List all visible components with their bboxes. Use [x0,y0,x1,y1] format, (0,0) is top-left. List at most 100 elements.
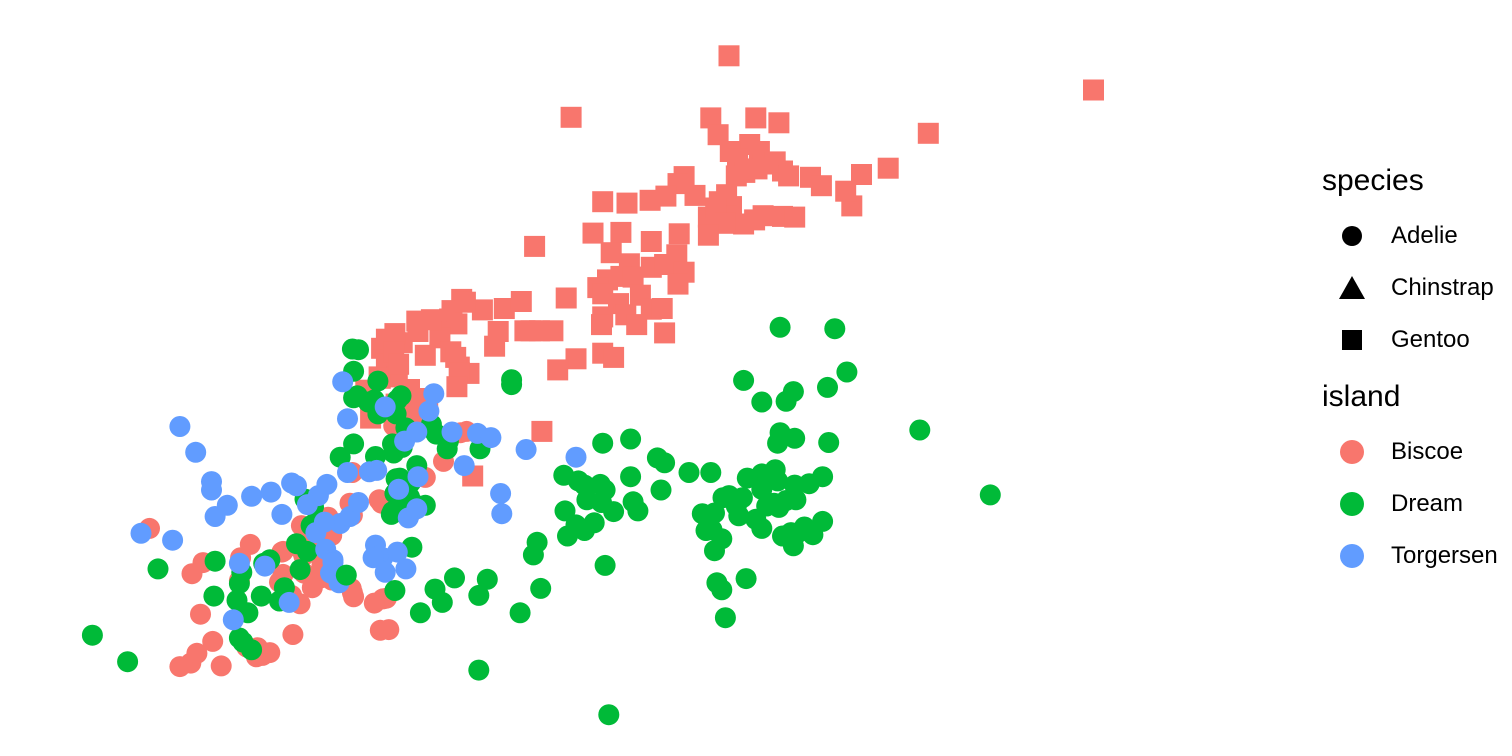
legend-item-gentoo: Gentoo [1322,314,1510,366]
point-chinstrap-dream [476,568,498,590]
point-gentoo-biscoe [651,298,673,319]
point-adelie-torgersen [130,522,152,544]
point-adelie-torgersen [407,466,429,488]
point-adelie-torgersen [260,481,282,503]
point-chinstrap-dream [731,487,753,509]
point-adelie-torgersen [278,591,300,613]
point-gentoo-biscoe [471,299,493,321]
point-adelie-torgersen [337,462,358,483]
point-gentoo-biscoe [384,323,406,345]
point-adelie-torgersen [241,485,263,507]
point-adelie-torgersen [316,473,338,495]
point-adelie-biscoe [202,630,224,652]
point-chinstrap-dream [979,484,1001,506]
point-adelie-torgersen [313,511,335,533]
point-adelie-torgersen [423,383,445,405]
point-gentoo-biscoe [684,184,706,206]
point-adelie-torgersen [201,471,222,493]
point-gentoo-biscoe [493,298,515,319]
point-gentoo-biscoe [582,222,604,244]
point-chinstrap-dream [817,376,838,398]
point-chinstrap-dream [818,432,840,453]
point-adelie-torgersen [441,421,463,443]
point-adelie-torgersen [337,408,358,430]
point-gentoo-biscoe [707,124,729,146]
point-chinstrap-dream [784,474,806,496]
point-chinstrap-dream [775,390,797,412]
point-adelie-torgersen [515,439,537,460]
point-gentoo-biscoe [510,291,532,312]
point-chinstrap-dream [714,607,736,629]
point-adelie-dream [117,651,139,673]
point-adelie-torgersen [453,455,475,477]
point-chinstrap-dream [769,422,791,444]
point-gentoo-biscoe [851,164,872,185]
point-adelie-torgersen [348,492,369,513]
point-chinstrap-dream [468,659,490,681]
point-adelie-torgersen [386,541,408,563]
point-gentoo-biscoe [487,321,509,342]
point-adelie-dream [250,585,272,607]
point-gentoo-biscoe [654,322,676,344]
point-adelie-biscoe [210,655,232,677]
point-chinstrap-dream [745,508,767,530]
point-chinstrap-dream [751,391,773,413]
point-gentoo-biscoe [1083,79,1104,101]
legend-item-adelie: Adelie [1322,210,1510,262]
point-chinstrap-dream [335,564,357,586]
point-gentoo-biscoe [600,242,622,264]
legend-label-adelie: Adelie [1391,222,1458,249]
legend: species Adelie Chinstrap Gentoo island B… [1322,158,1510,582]
point-gentoo-biscoe [603,346,625,368]
point-adelie-dream [203,585,225,607]
point-adelie-torgersen [286,475,307,497]
point-chinstrap-dream [620,466,642,488]
point-chinstrap-dream [468,584,490,606]
point-chinstrap-dream [704,540,725,562]
point-gentoo-biscoe [784,206,806,228]
point-gentoo-biscoe [714,212,736,234]
point-adelie-torgersen [395,558,417,580]
legend-item-biscoe: Biscoe [1322,426,1510,478]
point-chinstrap-dream [650,479,672,501]
point-adelie-biscoe [378,619,400,641]
point-adelie-torgersen [406,421,428,443]
point-adelie-biscoe [190,603,211,625]
point-chinstrap-dream [824,318,846,340]
point-chinstrap-dream [598,704,620,726]
point-chinstrap-dream [431,591,453,613]
point-gentoo-biscoe [778,165,800,187]
point-adelie-torgersen [185,441,207,463]
point-chinstrap-dream [409,602,431,624]
point-adelie-torgersen [222,609,244,631]
point-chinstrap-dream [678,462,700,483]
point-chinstrap-dream [691,503,713,525]
point-adelie-dream [380,503,402,525]
legend-label-dream: Dream [1391,490,1464,517]
point-adelie-biscoe [181,563,203,585]
circle-icon [1340,492,1364,516]
point-gentoo-biscoe [654,254,676,275]
point-gentoo-biscoe [746,158,768,180]
point-gentoo-biscoe [733,213,755,235]
plot-points [81,45,1104,726]
point-adelie-torgersen [374,396,396,418]
point-adelie-dream [241,639,263,661]
point-adelie-torgersen [216,494,238,516]
point-gentoo-biscoe [414,344,436,366]
point-adelie-torgersen [296,494,318,516]
point-gentoo-biscoe [745,107,767,129]
point-gentoo-biscoe [835,180,857,202]
point-gentoo-biscoe [524,235,546,257]
point-gentoo-biscoe [917,122,939,144]
point-chinstrap-dream [594,554,616,576]
point-adelie-dream [343,433,365,455]
point-adelie-biscoe [186,642,208,664]
point-adelie-biscoe [239,533,261,555]
point-gentoo-biscoe [700,107,722,129]
point-gentoo-biscoe [560,106,582,128]
point-chinstrap-dream [522,544,544,566]
point-chinstrap-dream [751,478,773,500]
point-adelie-torgersen [228,552,250,574]
point-adelie-torgersen [491,503,513,525]
